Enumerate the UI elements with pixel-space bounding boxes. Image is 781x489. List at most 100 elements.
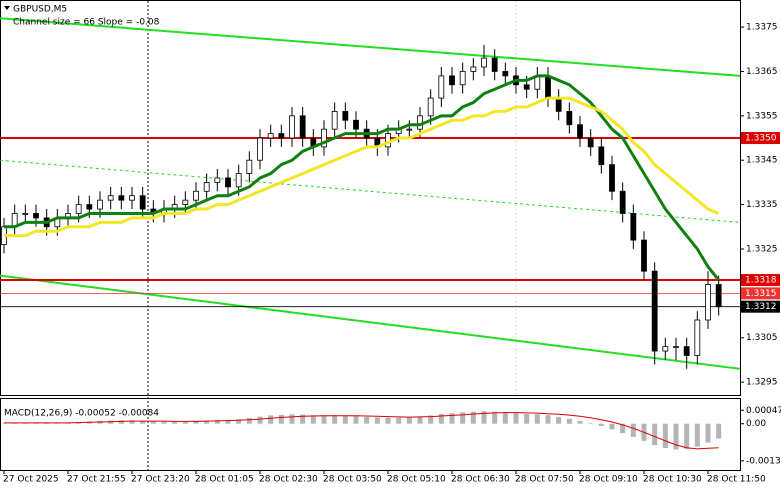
candle-body <box>225 177 231 188</box>
candle-body <box>321 128 327 148</box>
candle-body <box>438 75 445 99</box>
macd-bar <box>44 423 50 424</box>
macd-bar <box>118 420 124 424</box>
macd-bar <box>609 423 615 430</box>
macd-y-tick-label: -0.0013 <box>746 456 781 466</box>
candle-body <box>555 97 562 112</box>
macd-bar <box>577 420 583 424</box>
macd-label: MACD(12,26,9) -0.00052 -0.00084 <box>4 409 159 419</box>
x-tick-label: 28 Oct 07:50 <box>515 475 574 485</box>
candle-body <box>545 75 551 99</box>
candle-body <box>566 110 573 126</box>
macd-bar <box>460 412 466 424</box>
candle-body <box>449 75 455 86</box>
candle-body <box>502 71 509 77</box>
moving-average <box>4 96 720 238</box>
candle-body <box>715 284 722 308</box>
y-tick-label: 1.3365 <box>746 67 778 77</box>
candle-body <box>694 319 701 356</box>
candle-body <box>470 66 477 72</box>
x-tick-label: 28 Oct 03:50 <box>323 475 382 485</box>
macd-bar <box>278 414 284 424</box>
candle-body <box>619 190 626 214</box>
candle-body <box>182 199 189 206</box>
candle-body <box>683 346 690 356</box>
x-tick-label: 28 Oct 02:30 <box>259 475 318 485</box>
macd-bar <box>438 414 444 424</box>
candle-body <box>662 346 669 352</box>
price-level-box <box>741 287 780 300</box>
macd-bar <box>502 412 508 424</box>
macd-bar <box>1 423 7 424</box>
macd-bar <box>321 415 327 424</box>
macd-bar <box>524 414 530 424</box>
x-tick-label: 28 Oct 06:30 <box>451 475 510 485</box>
macd-bar <box>129 420 135 424</box>
candle-body <box>331 110 338 130</box>
y-tick-label: 1.3325 <box>746 244 778 254</box>
macd-bar <box>182 421 188 424</box>
macd-bar <box>246 418 252 424</box>
candle-body <box>193 190 199 201</box>
candle-body <box>630 213 637 241</box>
price-level-label: 1.3318 <box>745 276 777 286</box>
collapse-icon <box>4 6 10 10</box>
macd-bar <box>161 421 167 424</box>
macd-bar <box>332 415 338 424</box>
y-tick-label: 1.3375 <box>746 23 778 33</box>
macd-bar <box>268 415 274 424</box>
channel-lower <box>0 274 741 370</box>
candle-body <box>427 97 434 117</box>
macd-bar <box>310 415 316 424</box>
macd-bar <box>684 423 690 449</box>
candle-body <box>203 182 210 192</box>
macd-bar <box>470 411 476 424</box>
candle-body <box>577 124 583 139</box>
candle-body <box>481 57 487 68</box>
y-tick-label: 1.3295 <box>746 378 778 388</box>
macd-bar <box>449 413 455 424</box>
macd-bar <box>556 416 562 424</box>
candle-body <box>705 284 711 321</box>
x-tick-label: 28 Oct 05:10 <box>387 475 446 485</box>
macd-bar <box>204 420 210 424</box>
candle-body <box>118 195 125 201</box>
macd-bar <box>662 423 668 448</box>
macd-bar <box>150 421 156 424</box>
macd-bar <box>534 414 540 424</box>
price-level-label: 1.3312 <box>745 302 777 312</box>
macd-bar <box>694 423 700 447</box>
macd-bar <box>598 423 604 426</box>
candle-body <box>299 115 306 139</box>
channel-upper <box>0 17 741 77</box>
candle-body <box>673 346 679 349</box>
x-tick-label: 28 Oct 11:50 <box>707 475 766 485</box>
candle-body <box>523 84 530 90</box>
candle-body <box>97 199 103 210</box>
macd-bar <box>300 414 306 424</box>
macd-bar <box>374 417 380 424</box>
candle-body <box>33 213 39 219</box>
macd-bar <box>545 415 551 424</box>
macd-bar <box>428 415 434 424</box>
x-tick-label: 27 Oct 2025 <box>3 475 59 485</box>
macd-bar <box>481 411 487 424</box>
candle-body <box>459 71 466 86</box>
y-tick-label: 1.3305 <box>746 333 778 343</box>
macd-bar <box>172 422 178 424</box>
candle-body <box>129 195 135 201</box>
x-tick-label: 28 Oct 01:05 <box>195 475 254 485</box>
main-panel <box>0 0 741 396</box>
macd-signal <box>4 412 719 450</box>
macd-bar <box>705 423 711 443</box>
macd-bar <box>214 420 220 424</box>
macd-bar <box>566 418 572 424</box>
macd-bar <box>140 420 146 424</box>
macd-bar <box>673 423 679 450</box>
macd-bar <box>716 423 722 439</box>
macd-bar <box>54 423 60 424</box>
x-tick-label: 27 Oct 21:55 <box>67 475 126 485</box>
candle-body <box>406 128 413 131</box>
candle-body <box>139 195 146 210</box>
